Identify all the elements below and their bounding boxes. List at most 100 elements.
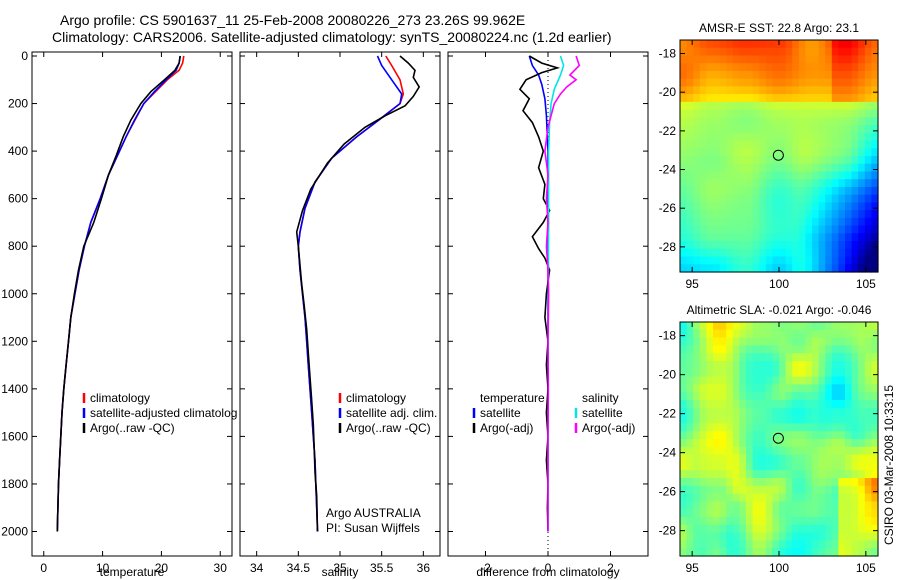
map-cell xyxy=(864,125,872,134)
map-cell xyxy=(831,248,839,258)
legend-label: Argo(..raw -QC) xyxy=(346,421,431,435)
map-cell xyxy=(726,392,734,401)
map-cell xyxy=(805,148,813,157)
map-cell xyxy=(812,63,820,72)
map-cell xyxy=(858,94,866,103)
map-cell xyxy=(726,210,734,219)
map-cell xyxy=(699,163,707,173)
map-cell xyxy=(805,55,813,64)
map-cell xyxy=(805,233,813,242)
map-cell xyxy=(798,501,806,510)
map-cell xyxy=(818,462,826,471)
map-cell xyxy=(831,431,839,440)
map-cell xyxy=(726,40,734,49)
map-cell xyxy=(759,462,767,471)
map-cell xyxy=(864,524,872,534)
map-cell xyxy=(864,407,872,417)
map-cell xyxy=(798,509,806,518)
map-cell xyxy=(779,509,787,518)
map-cell xyxy=(792,517,800,526)
map-cell xyxy=(693,117,701,126)
map-cell xyxy=(739,462,747,471)
map-cell xyxy=(845,400,853,409)
map-cell xyxy=(818,101,826,111)
map-cell xyxy=(825,540,833,549)
map-cell xyxy=(785,125,793,134)
map-cell xyxy=(739,202,747,211)
map-cell xyxy=(686,225,694,234)
map-cell xyxy=(732,194,740,203)
map-cell xyxy=(779,233,787,242)
map-cell xyxy=(719,241,727,250)
x-tick-label: 100 xyxy=(769,561,789,575)
y-tick-label: 800 xyxy=(8,239,28,253)
map-cell xyxy=(845,70,853,80)
map-cell xyxy=(831,94,839,103)
map-cell xyxy=(792,186,800,196)
map-cell xyxy=(825,171,833,180)
map-cell xyxy=(818,517,826,526)
map-cell xyxy=(686,532,694,541)
map-cell xyxy=(805,47,813,57)
map-cell xyxy=(792,478,800,487)
map-cell xyxy=(792,70,800,80)
map-cell xyxy=(818,132,826,142)
x-tick-label: 20 xyxy=(155,561,169,575)
map-cell xyxy=(706,70,714,80)
map-cell xyxy=(752,517,760,526)
map-cell xyxy=(719,517,727,526)
map-cell xyxy=(779,194,787,203)
map-cell xyxy=(851,179,859,188)
map-cell xyxy=(693,148,701,157)
map-cell xyxy=(871,532,879,541)
map-cell xyxy=(693,431,701,440)
map-cell xyxy=(719,478,727,487)
map-cell xyxy=(845,462,853,471)
map-cell xyxy=(871,148,879,157)
map-cell xyxy=(871,478,879,487)
map-cell xyxy=(719,248,727,258)
map-cell xyxy=(858,439,866,448)
map-cell xyxy=(871,540,879,549)
map-cell xyxy=(739,353,747,362)
map-cell xyxy=(858,156,866,165)
map-cell xyxy=(759,163,767,173)
map-cell xyxy=(726,361,734,370)
map-cell xyxy=(739,329,747,339)
map-cell xyxy=(680,524,688,534)
map-cell xyxy=(785,171,793,180)
map-cell xyxy=(752,384,760,393)
map-cell xyxy=(838,132,846,142)
map-cell xyxy=(719,337,727,346)
map-cell xyxy=(779,524,787,534)
map-cell xyxy=(805,217,813,227)
map-cell xyxy=(699,478,707,487)
map-cell xyxy=(792,78,800,87)
map-cell xyxy=(739,210,747,219)
map-cell xyxy=(779,322,787,331)
map-cell xyxy=(706,376,714,385)
map-cell xyxy=(746,431,754,440)
y-tick-label: -24 xyxy=(659,163,677,177)
map-cell xyxy=(772,140,780,149)
map-cell xyxy=(798,548,806,557)
map-cell xyxy=(838,233,846,242)
map-cell xyxy=(713,548,721,557)
map-cell xyxy=(693,478,701,487)
map-cell xyxy=(798,392,806,401)
map-cell xyxy=(818,337,826,346)
map-cell xyxy=(765,368,773,378)
map-cell xyxy=(719,171,727,180)
map-cell xyxy=(752,501,760,510)
map-cell xyxy=(699,264,707,273)
map-cell xyxy=(680,509,688,518)
map-cell xyxy=(779,55,787,64)
map-cell xyxy=(746,186,754,196)
map-cell xyxy=(812,86,820,95)
map-cell xyxy=(759,233,767,242)
map-cell xyxy=(845,217,853,227)
map-cell xyxy=(686,470,694,479)
map-cell xyxy=(864,337,872,346)
map-cell xyxy=(825,415,833,424)
map-cell xyxy=(805,40,813,49)
